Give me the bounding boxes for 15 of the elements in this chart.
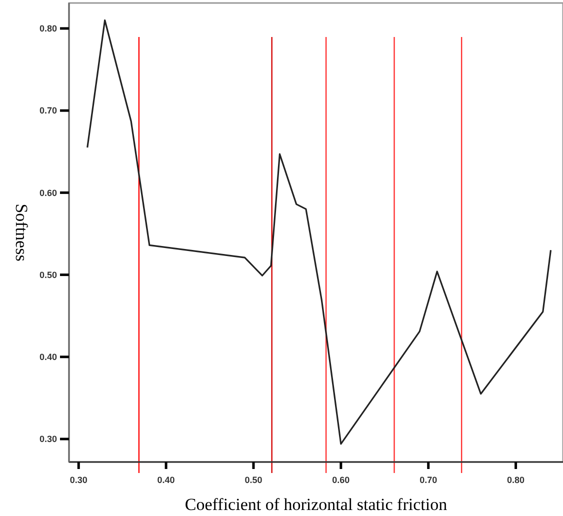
x-tick-label: 0.40: [157, 475, 175, 485]
x-tick-label: 0.80: [507, 475, 525, 485]
y-tick-label: 0.30: [39, 434, 57, 444]
y-axis-title: Softness: [12, 204, 31, 262]
x-tick-label: 0.70: [420, 475, 438, 485]
line-series: [86, 19, 552, 445]
x-axis-title: Coefficient of horizontal static friction: [184, 495, 448, 514]
x-tick-label: 0.50: [244, 475, 262, 485]
y-tick-label: 0.60: [39, 188, 57, 198]
y-tick-label: 0.80: [39, 24, 57, 34]
x-tick-label: 0.60: [332, 475, 350, 485]
x-tick-label: 0.30: [70, 475, 88, 485]
y-tick-label: 0.50: [39, 270, 57, 280]
y-tick-label: 0.70: [39, 106, 57, 116]
y-tick-label: 0.40: [39, 352, 57, 362]
